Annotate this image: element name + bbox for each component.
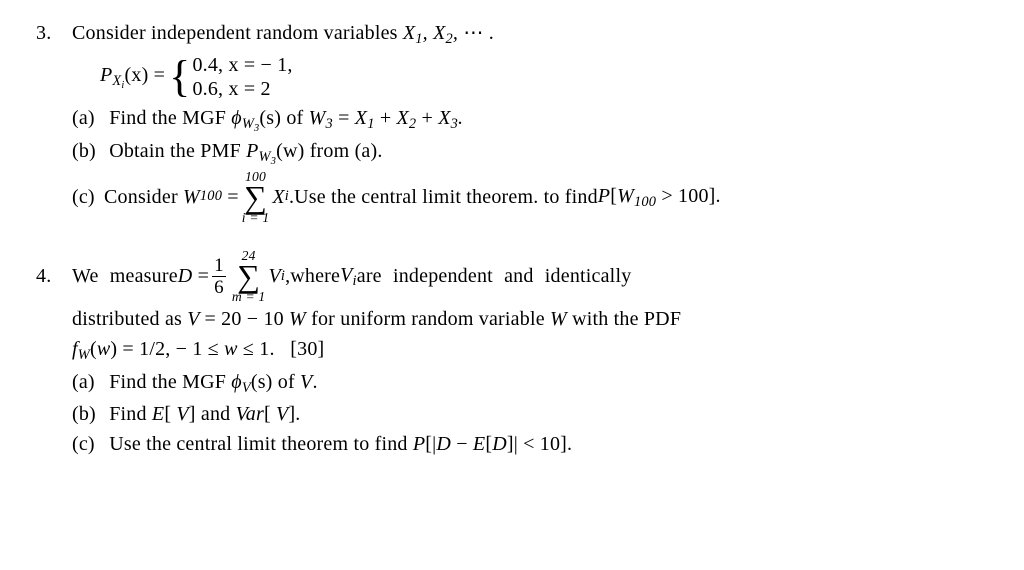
q4-line1-a: We measure — [72, 261, 178, 291]
q4-line1-c: are independent and identically — [357, 261, 632, 291]
q3-part-b: (b) Obtain the PMF PW3(w) from (a). — [36, 136, 988, 169]
q4-part-a: (a) Find the MGF ϕV(s) of V. — [36, 367, 988, 400]
q4-line2-c: with the PDF — [572, 308, 681, 330]
q4a-text-b: of — [278, 371, 300, 393]
q4b-text: Find — [109, 403, 152, 425]
q3c-label: (c) — [72, 182, 104, 212]
question-3: 3. Consider independent random variables… — [36, 18, 988, 225]
q3c-text-b: Use the central limit theorem. to find — [294, 182, 598, 212]
page: 3. Consider independent random variables… — [0, 0, 1024, 459]
question-4: 4. We measure D = 1 6 24 ∑ m = 1 V — [36, 249, 988, 459]
pdf-sub: W — [78, 347, 90, 363]
q4b-and: and — [201, 403, 236, 425]
q4a-label: (a) — [72, 367, 104, 397]
q3b-text-b: from (a). — [310, 140, 383, 162]
q3-pmf: PXi(x) = { 0.4, x = − 1, 0.6, x = 2 — [36, 51, 988, 103]
q4-line1-b: where — [290, 261, 340, 291]
q4b-label: (b) — [72, 399, 104, 429]
q4a-phi: ϕ — [231, 371, 242, 393]
pmf-case1: 0.4, x = − 1, — [192, 53, 292, 77]
q3-intro: 3. Consider independent random variables… — [36, 18, 988, 51]
q4-number: 4. — [36, 261, 72, 291]
frac-num: 1 — [212, 256, 226, 275]
q4a-phi-arg: (s) — [251, 371, 273, 393]
q3-intro-text-b: . — [489, 22, 494, 44]
q3b-text-a: Obtain the PMF — [109, 140, 246, 162]
q3b-arg: (w) — [276, 140, 304, 162]
sum-lower: m = 1 — [232, 290, 266, 304]
pmf-arg: (x) = — [125, 64, 166, 86]
phi-symbol: ϕ — [231, 107, 242, 129]
q4-part-b: (b) Find E[ V] and Var[ V]. — [36, 399, 988, 429]
summation-icon: 100 ∑ i = 1 — [242, 170, 270, 225]
q4-W: W — [550, 308, 567, 330]
q3-part-a: (a) Find the MGF ϕW3(s) of W3 = X1 + X2 … — [36, 103, 988, 136]
q4-line1: 4. We measure D = 1 6 24 ∑ m = 1 V — [36, 249, 988, 304]
q3a-text-a: Find the MGF — [109, 107, 231, 129]
pmf-case2: 0.6, x = 2 — [192, 77, 292, 101]
q3c-text-a: Consider — [104, 182, 178, 212]
q3-part-c: (c) Consider W100 = 100 ∑ i = 1 Xi. Use … — [36, 170, 988, 225]
q4a-text-a: Find the MGF — [109, 371, 231, 393]
q4-line2-b: for uniform random variable — [311, 308, 550, 330]
q3a-label: (a) — [72, 103, 104, 133]
q3b-label: (b) — [72, 136, 104, 166]
q3a-text-b: of — [286, 107, 308, 129]
q4-line2-a: distributed as — [72, 308, 187, 330]
piecewise-brace: { 0.4, x = − 1, 0.6, x = 2 — [169, 53, 293, 101]
summation-icon: 24 ∑ m = 1 — [232, 249, 266, 304]
pmf-P: P — [100, 64, 112, 86]
fraction: 1 6 — [212, 256, 226, 297]
sum-lower: i = 1 — [242, 211, 270, 225]
frac-den: 6 — [212, 278, 226, 297]
q3b-P: P — [246, 140, 258, 162]
q3-intro-text-a: Consider independent random variables — [72, 22, 403, 44]
phi-arg: (s) — [259, 107, 281, 129]
q4-line2: distributed as V = 20 − 10 W for uniform… — [36, 304, 988, 334]
q3-number: 3. — [36, 18, 72, 48]
q4c-label: (c) — [72, 429, 104, 459]
q4c-text: Use the central limit theorem to find — [109, 433, 413, 455]
q4-part-c: (c) Use the central limit theorem to fin… — [36, 429, 988, 459]
q4-line3: fW(w) = 1/2, − 1 ≤ w ≤ 1. [30] — [36, 334, 988, 367]
q4a-phi-sub: V — [242, 380, 251, 396]
